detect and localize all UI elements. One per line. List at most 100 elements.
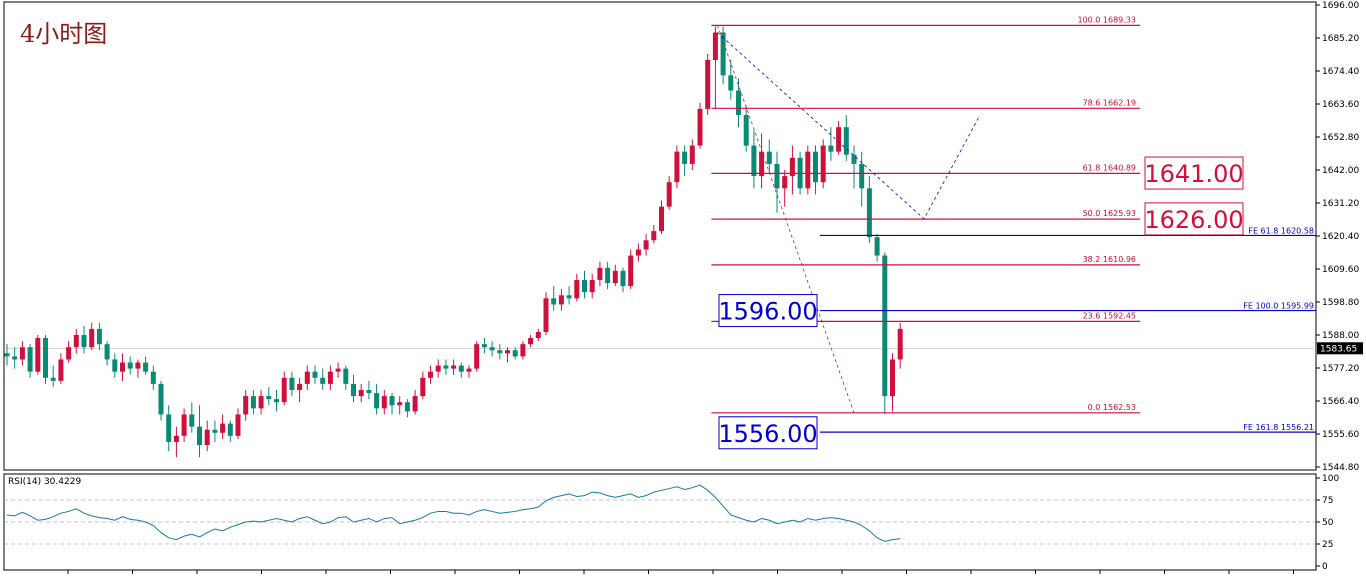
- candle-body: [235, 414, 241, 436]
- candle-body: [789, 157, 795, 177]
- candle-body: [558, 295, 564, 305]
- candle-body: [712, 32, 718, 60]
- fe-level-label: FE 161.8 1556.21: [1243, 423, 1314, 432]
- fib-level-label: 61.8 1640.89: [1083, 163, 1136, 172]
- y-tick-label: 1620.40: [1322, 232, 1359, 242]
- candle-body: [782, 176, 788, 189]
- candle-body: [135, 362, 141, 369]
- candle-body: [666, 182, 672, 207]
- candle-body: [374, 393, 380, 409]
- candle-body: [304, 371, 310, 384]
- y-tick-label: 1631.20: [1322, 199, 1359, 209]
- candle-body: [96, 328, 102, 345]
- candle-body: [312, 371, 318, 378]
- candle-body: [12, 356, 18, 360]
- price-box: [718, 294, 818, 328]
- candle-body: [35, 338, 41, 372]
- candle-body: [351, 383, 356, 397]
- candle-body: [428, 371, 433, 378]
- rsi-tick-label: 100: [1322, 474, 1339, 484]
- candle-body: [358, 390, 364, 397]
- y-tick-label: 1642.00: [1322, 166, 1359, 176]
- candle-body: [682, 151, 688, 164]
- candle-body: [443, 365, 449, 369]
- candle-body: [720, 32, 726, 76]
- candle-body: [120, 362, 125, 372]
- candle-body: [343, 368, 349, 384]
- y-tick-label: 1609.60: [1322, 265, 1359, 275]
- candle-body: [258, 396, 264, 409]
- chart-title: 4小时图: [20, 20, 107, 48]
- candle-body: [81, 335, 87, 348]
- current-price-label: 1583.65: [1320, 344, 1357, 354]
- fib-level-label: 23.6 1592.45: [1083, 311, 1136, 320]
- y-tick-label: 1544.80: [1322, 463, 1359, 473]
- y-tick-label: 1674.40: [1322, 67, 1359, 77]
- candle-body: [73, 335, 79, 348]
- candle-body: [512, 350, 518, 357]
- candle-body: [566, 295, 572, 299]
- candle-body: [551, 298, 557, 305]
- y-tick-label: 1555.60: [1322, 430, 1359, 440]
- candle-body: [474, 344, 480, 369]
- candle-body: [458, 365, 464, 372]
- fib-level-label: 0.0 1562.53: [1088, 403, 1136, 412]
- candle-body: [874, 237, 880, 256]
- candle-body: [489, 347, 495, 351]
- candle-body: [66, 347, 72, 360]
- candle-body: [204, 429, 210, 445]
- candle-body: [466, 368, 472, 372]
- candle-body: [620, 270, 626, 287]
- y-tick-label: 1577.20: [1322, 364, 1359, 374]
- candle-body: [212, 429, 218, 433]
- candle-body: [451, 365, 457, 369]
- rsi-tick-label: 75: [1322, 496, 1333, 506]
- price-box-label: 1556.00: [718, 420, 817, 448]
- candle-body: [728, 75, 734, 91]
- price-box: [1144, 156, 1244, 190]
- fe-level-label: FE 100.0 1595.99: [1243, 302, 1314, 311]
- candle-body: [497, 350, 503, 354]
- candle-body: [843, 127, 849, 155]
- fib-level-label: 78.6 1662.19: [1083, 98, 1136, 107]
- candle-body: [243, 396, 249, 415]
- candle-body: [605, 267, 611, 284]
- candle-body: [859, 163, 865, 189]
- candle-body: [528, 338, 534, 345]
- candle-body: [813, 151, 818, 183]
- current-price-badge: [1317, 342, 1363, 355]
- candle-body: [836, 127, 842, 152]
- candle-body: [197, 426, 202, 445]
- candle-body: [150, 371, 156, 384]
- candle-body: [420, 377, 426, 397]
- candle-body: [890, 359, 895, 397]
- candle-body: [189, 414, 195, 427]
- y-tick-label: 1598.80: [1322, 298, 1359, 308]
- y-tick-label: 1685.20: [1322, 34, 1359, 44]
- candle-body: [751, 145, 757, 177]
- candle-body: [19, 347, 25, 360]
- candle-body: [404, 402, 410, 412]
- candle-body: [320, 377, 326, 384]
- candle-body: [266, 396, 272, 400]
- candle-body: [882, 255, 888, 397]
- candle-body: [397, 402, 403, 406]
- candle-body: [766, 151, 772, 164]
- candle-body: [828, 145, 834, 152]
- candle-body: [89, 328, 95, 348]
- candle-body: [897, 328, 903, 360]
- candle-body: [366, 390, 372, 394]
- candle-body: [327, 371, 333, 384]
- candle-body: [166, 414, 172, 442]
- rsi-tick-label: 25: [1322, 540, 1333, 550]
- candle-body: [112, 359, 118, 372]
- fib-trendline: [717, 25, 855, 413]
- candle-body: [158, 383, 164, 415]
- candle-body: [43, 338, 48, 378]
- candle-body: [104, 344, 110, 360]
- rsi-label: RSI(14) 30.4229: [8, 477, 81, 487]
- candle-body: [866, 188, 872, 238]
- y-tick-label: 1696.00: [1322, 1, 1359, 11]
